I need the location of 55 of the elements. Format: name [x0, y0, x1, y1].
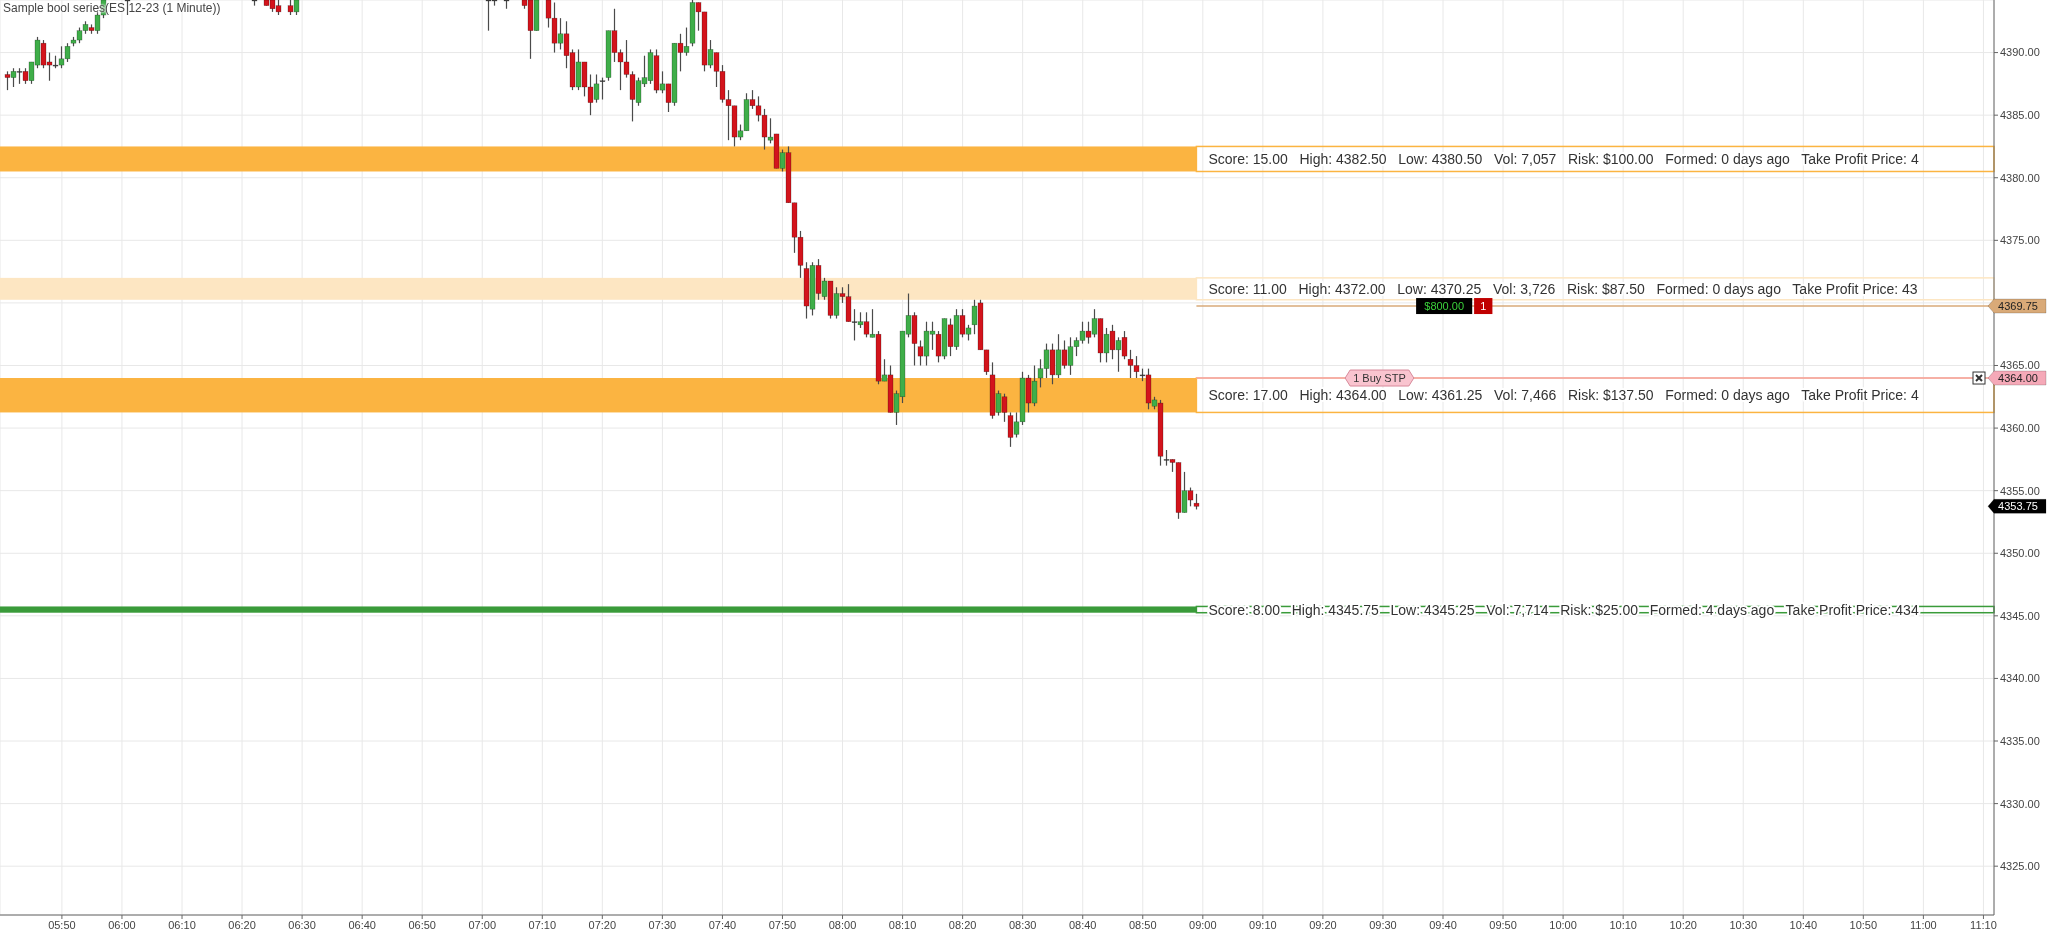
y-tick-label: 4355.00 [2000, 484, 2040, 497]
y-tick-label: 4340.00 [2000, 672, 2040, 685]
x-tick-label: 10:50 [1849, 918, 1878, 931]
x-tick-label: 09:00 [1189, 918, 1217, 931]
y-tick-label: 4365.00 [2000, 359, 2040, 372]
y-tick-label: 4375.00 [2000, 234, 2040, 247]
band-label: Score: 17.00 High: 4364.00 Low: 4361.25 Vol: 7,466 Risk: $137.50 Formed: 0 days ago Take Profit Price: 4 [1208, 387, 1919, 404]
band-label: Score: 11.00 High: 4372.00 Low: 4370.25 Vol: 3,726 Risk: $87.50 Formed: 0 days ago Take Profit Price: 43 [1208, 280, 1918, 297]
y-tick-label: 4380.00 [2000, 171, 2040, 184]
ref-line-label: 4364.00 [1998, 372, 2038, 385]
x-tick-label: 07:10 [528, 918, 557, 931]
x-tick-label: 07:40 [708, 918, 737, 931]
x-tick-label: 08:00 [828, 918, 857, 931]
x-tick-label: 07:00 [468, 918, 497, 931]
x-tick-label: 10:30 [1729, 918, 1758, 931]
x-tick-label: 08:50 [1128, 918, 1157, 931]
x-tick-label: 10:10 [1609, 918, 1637, 931]
x-tick-label: 06:50 [408, 918, 436, 931]
y-tick-label: 4350.00 [2000, 547, 2040, 560]
x-tick-label: 06:20 [228, 918, 256, 931]
x-tick-label: 06:40 [348, 918, 376, 931]
x-tick-label: 07:30 [648, 918, 677, 931]
x-tick-label: 11:10 [1970, 918, 1997, 931]
x-tick-label: 08:30 [1008, 918, 1037, 931]
x-tick-label: 10:20 [1669, 918, 1697, 931]
x-tick-label: 06:00 [108, 918, 136, 931]
x-tick-label: 07:20 [588, 918, 617, 931]
y-tick-label: 4335.00 [2000, 734, 2040, 747]
x-tick-label: 09:30 [1369, 918, 1397, 931]
x-tick-label: 09:50 [1489, 918, 1517, 931]
text: 4353.75 [1998, 500, 2038, 513]
x-tick-label: 11:00 [1910, 918, 1937, 931]
x-tick-label: 08:10 [888, 918, 917, 931]
ref-line-label: 4369.75 [1998, 300, 2038, 313]
y-tick-label: 4325.00 [2000, 860, 2040, 873]
x-tick-label: 09:20 [1309, 918, 1337, 931]
x-tick-label: 08:20 [948, 918, 977, 931]
x-tick-label: 10:40 [1789, 918, 1818, 931]
x-tick-label: 09:10 [1249, 918, 1277, 931]
y-tick-label: 4385.00 [2000, 109, 2040, 122]
x-tick-label: 09:40 [1429, 918, 1457, 931]
band-label: Score: 15.00 High: 4382.50 Low: 4380.50 Vol: 7,057 Risk: $100.00 Formed: 0 days ago Take Profit Price: 4 [1208, 150, 1919, 167]
annotation: 1 [1480, 300, 1487, 313]
y-tick-label: 4330.00 [2000, 797, 2040, 810]
annotation: $800.00 [1424, 300, 1465, 313]
x-tick-label: 06:10 [168, 918, 196, 931]
y-tick-label: 4345.00 [2000, 609, 2040, 622]
x-tick-label: 06:30 [288, 918, 316, 931]
x-tick-label: 07:50 [768, 918, 797, 931]
x-tick-label: 05:50 [48, 918, 76, 931]
y-tick-label: 4390.00 [2000, 46, 2040, 59]
x-tick-label: 10:00 [1549, 918, 1577, 931]
annotation: 1 Buy STP [1353, 372, 1406, 385]
y-tick-label: 4360.00 [2000, 421, 2040, 434]
x-tick-label: 08:40 [1068, 918, 1097, 931]
